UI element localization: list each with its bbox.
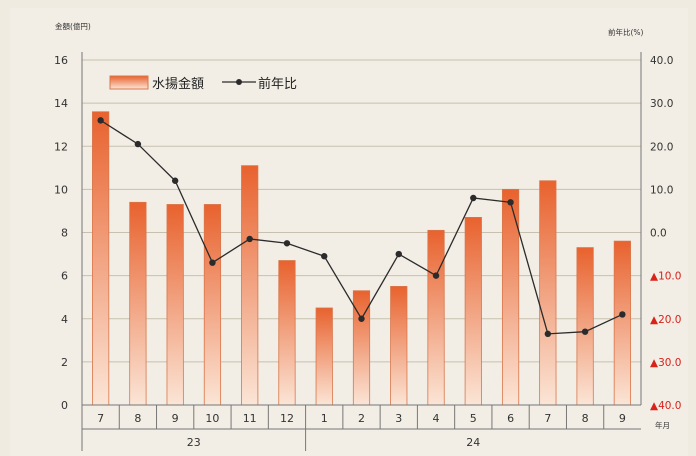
line-series — [97, 117, 626, 338]
line-point — [134, 140, 142, 148]
left-tick-label: 4 — [61, 313, 68, 326]
x-tick-label: 7 — [97, 412, 104, 425]
right-axis-title: 前年比(%) — [608, 27, 644, 37]
left-tick-label: 0 — [61, 399, 68, 412]
x-tick-label: 3 — [395, 412, 402, 425]
legend-line-label: 前年比 — [258, 76, 297, 92]
bar — [576, 247, 594, 406]
x-tick-label: 6 — [507, 412, 514, 425]
line-point — [283, 240, 291, 247]
year-label: 23 — [187, 436, 201, 449]
line-point — [544, 330, 552, 338]
x-tick-label: 4 — [433, 412, 440, 425]
line-point — [358, 315, 365, 322]
bar — [166, 204, 184, 406]
right-tick-label: ▲40.0 — [650, 400, 681, 412]
right-tick-label: 0.0 — [650, 228, 667, 240]
x-tick-label: 10 — [205, 412, 219, 425]
legend-line-marker — [236, 79, 242, 85]
bar — [390, 286, 408, 406]
x-tick-label: 1 — [321, 412, 328, 425]
legend-bar-label: 水揚金額 — [152, 76, 204, 92]
line-point — [171, 177, 179, 184]
line-point — [209, 259, 216, 266]
x-tick-label: 11 — [243, 412, 257, 425]
right-tick-label: ▲20.0 — [650, 314, 681, 326]
line-point — [97, 117, 104, 124]
line-point — [619, 311, 626, 318]
x-tick-label: 7 — [544, 412, 551, 425]
bar — [241, 165, 259, 406]
x-tick-label: 12 — [280, 412, 294, 425]
left-tick-label: 12 — [54, 140, 68, 153]
right-tick-label: ▲30.0 — [650, 357, 681, 369]
tick-labels: 0246810121416▲40.0▲30.0▲20.0▲10.00.010.0… — [54, 54, 681, 449]
x-tick-label: 8 — [582, 412, 589, 425]
right-tick-label: 10.0 — [650, 184, 673, 196]
bar — [464, 217, 482, 406]
left-tick-label: 2 — [61, 356, 68, 369]
legend: 水揚金額 前年比 — [109, 75, 297, 92]
x-axis-title: 年月 — [655, 420, 670, 430]
plot-frame — [81, 52, 642, 451]
left-tick-label: 6 — [61, 270, 68, 283]
line-point — [321, 253, 328, 260]
bar — [539, 180, 557, 406]
bar — [278, 260, 296, 406]
right-tick-label: ▲10.0 — [650, 271, 681, 283]
year-label: 24 — [466, 436, 480, 449]
line-point — [246, 235, 253, 243]
x-tick-label: 9 — [172, 412, 179, 425]
line-point — [470, 194, 477, 202]
line-point — [432, 272, 440, 279]
left-tick-label: 8 — [61, 227, 68, 240]
bar — [92, 111, 110, 406]
x-tick-label: 8 — [134, 412, 141, 425]
line-point — [581, 328, 589, 335]
x-tick-label: 5 — [470, 412, 477, 425]
bar — [129, 201, 147, 406]
legend-bar-swatch — [109, 75, 149, 90]
bar — [613, 240, 631, 406]
line-point — [395, 250, 402, 258]
x-tick-label: 9 — [619, 412, 626, 425]
bar — [427, 229, 445, 406]
bar — [315, 307, 333, 406]
right-tick-label: 20.0 — [650, 141, 673, 153]
bar — [203, 204, 222, 406]
right-tick-label: 30.0 — [650, 98, 673, 110]
line-point — [507, 199, 514, 206]
x-tick-label: 2 — [358, 412, 365, 425]
left-tick-label: 14 — [54, 97, 68, 110]
left-tick-label: 16 — [54, 54, 68, 67]
right-tick-label: 40.0 — [650, 55, 673, 67]
left-tick-label: 10 — [54, 183, 68, 196]
left-axis-title: 金額(億円) — [55, 21, 91, 31]
